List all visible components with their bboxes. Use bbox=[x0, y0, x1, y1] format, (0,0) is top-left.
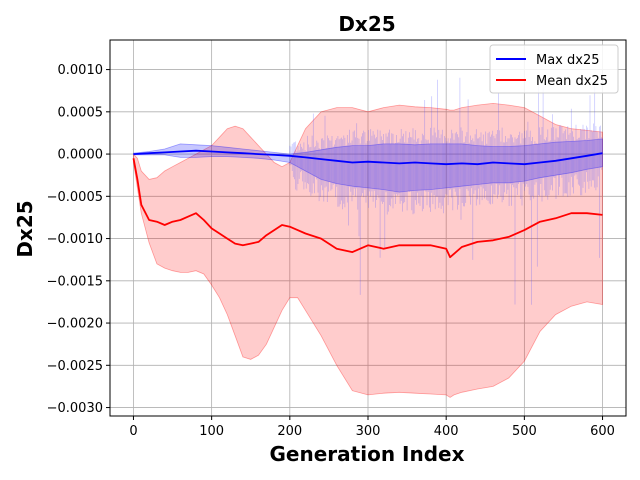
y-tick-label: −0.0010 bbox=[47, 232, 103, 247]
y-tick-label: −0.0005 bbox=[47, 190, 103, 205]
grid-layer bbox=[110, 40, 626, 416]
line-layer bbox=[132, 149, 603, 259]
x-tick-label: 600 bbox=[590, 424, 615, 439]
x-tick-label: 400 bbox=[434, 424, 459, 439]
y-axis-label: Dx25 bbox=[13, 200, 37, 257]
y-tick-label: 0.0000 bbox=[58, 148, 104, 163]
y-tick-label: 0.0010 bbox=[58, 63, 104, 78]
tick-layer: 0 100 200 300 400 500 600 −0.0030 −0.0025 −0.0020… bbox=[47, 63, 615, 439]
mean-dx25-line bbox=[132, 158, 603, 259]
mean-dx25-band bbox=[133, 102, 603, 398]
x-tick-label: 0 bbox=[129, 424, 137, 439]
y-tick-label: −0.0025 bbox=[47, 359, 103, 374]
x-tick-label: 500 bbox=[512, 424, 537, 439]
max-dx25-band bbox=[133, 138, 603, 193]
x-axis-label: Generation Index bbox=[270, 442, 465, 466]
x-tick-label: 200 bbox=[277, 424, 302, 439]
y-tick-label: −0.0015 bbox=[47, 274, 103, 289]
legend-label-mean: Mean dx25 bbox=[536, 74, 608, 89]
y-tick-label: −0.0030 bbox=[47, 401, 103, 416]
chart-title: Dx25 bbox=[338, 12, 395, 36]
legend-label-max: Max dx25 bbox=[536, 53, 600, 68]
x-tick-label: 300 bbox=[356, 424, 381, 439]
max-dx25-line bbox=[133, 149, 603, 166]
y-tick-label: −0.0020 bbox=[47, 317, 103, 332]
x-tick-label: 100 bbox=[199, 424, 224, 439]
y-tick-label: 0.0005 bbox=[58, 105, 104, 120]
legend: Max dx25 Mean dx25 bbox=[489, 44, 619, 94]
band-layer bbox=[133, 102, 603, 398]
